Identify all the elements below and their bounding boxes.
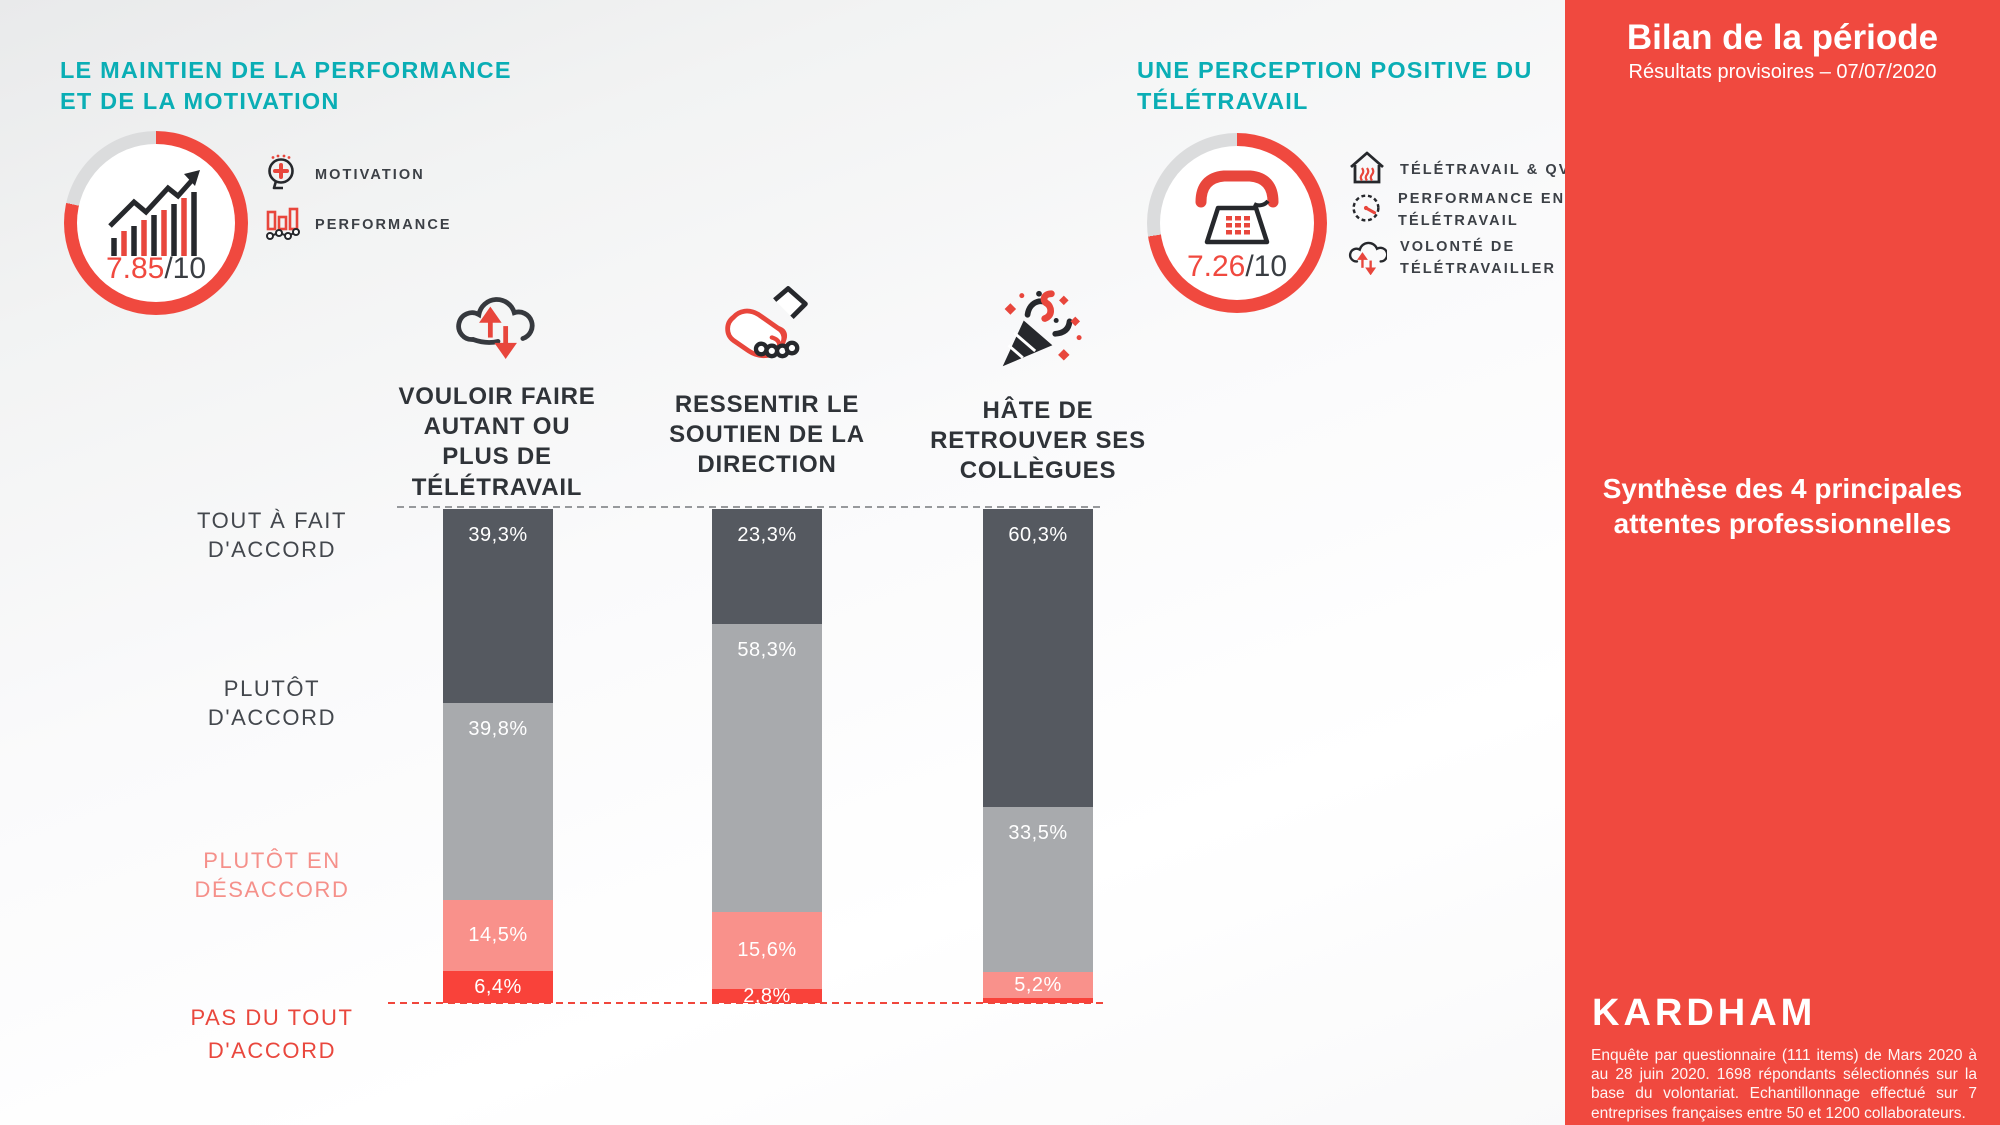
legend-performance-teletravail: PERFORMANCE EN TÉLÉTRAVAIL [1347, 189, 1565, 233]
segment-0-col-0: 39,3% [443, 509, 553, 704]
row-label-3: PAS DU TOUT D'ACCORD [190, 1005, 354, 1063]
right-title-line1: UNE PERCEPTION POSITIVE DU [1137, 57, 1533, 83]
segment-1-col-0: 39,8% [443, 703, 553, 900]
right-score-value: 7.26 [1186, 250, 1246, 283]
row-label-2: PLUTÔT EN DÉSACCORD [194, 848, 350, 903]
house-heat-icon [1347, 148, 1387, 193]
segment-1-col-1: 58,3% [712, 624, 822, 913]
rising-bar-chart-icon [100, 168, 212, 265]
value-label: 33,5% [1008, 821, 1068, 844]
sidebar-title: Bilan de la période [1626, 18, 1939, 57]
segment-0-col-2: 60,3% [983, 509, 1093, 807]
head-plus-icon [262, 153, 302, 198]
segment-3-col-2 [983, 998, 1093, 1003]
kardham-logo: KARDHAM [1592, 992, 1817, 1034]
row-label-0: TOUT À FAIT D'ACCORD [196, 508, 348, 563]
bar-column-1: 23,3% 58,3% 15,6% 2,8% [712, 509, 822, 1007]
legend-performance: PERFORMANCE [262, 203, 452, 248]
handshake-icon [719, 282, 815, 373]
legend-teletravail-qvt-label: TÉLÉTRAVAIL & QVT [1400, 161, 1582, 178]
row-label-1: PLUTÔT D'ACCORD [207, 676, 337, 731]
sidebar-synthesis: Synthèse des 4 principales attentes prof… [1602, 473, 1963, 539]
sidebar-footnote: Enquête par questionnaire (111 items) de… [1591, 1047, 1977, 1122]
gauge-inner-disc: 7.26/10 [1160, 146, 1314, 300]
party-popper-icon [995, 288, 1083, 377]
legend-performance-label: PERFORMANCE [315, 216, 452, 233]
left-score: 7.85/10 [77, 252, 235, 286]
legend-teletravail-qvt: TÉLÉTRAVAIL & QVT [1347, 148, 1582, 193]
bottom-dashed-line [388, 1002, 1106, 1004]
right-panel-title: UNE PERCEPTION POSITIVE DU TÉLÉTRAVAIL [1137, 55, 1533, 118]
legend-motivation: MOTIVATION [262, 153, 425, 198]
stacked-bar-chart: 39,3% 39,8% 14,5% 6,4% 23,3% 58,3% 15,6% 2,8% 60… [190, 508, 1093, 1063]
value-label: 15,6% [737, 939, 797, 962]
performance-motivation-gauge: 7.85/10 [64, 131, 248, 315]
left-score-value: 7.85 [105, 252, 165, 285]
sidebar: Bilan de la période Résultats provisoire… [1565, 0, 2000, 1125]
bar-column-0: 39,3% 39,8% 14,5% 6,4% [443, 509, 553, 1003]
legend-performance-teletravail-label: PERFORMANCE EN TÉLÉTRAVAIL [1398, 191, 1566, 229]
value-label: 23,3% [737, 524, 797, 546]
value-label: 39,3% [468, 524, 528, 546]
legend-motivation-label: MOTIVATION [315, 166, 425, 183]
value-label: 5,2% [1014, 973, 1062, 996]
bars-trend-dots-icon [262, 203, 302, 248]
segment-3-col-1: 2,8% [712, 985, 822, 1007]
segment-1-col-2: 33,5% [983, 806, 1093, 973]
left-title-line2: ET DE LA MOTIVATION [60, 88, 340, 115]
top-dashed-line [397, 506, 1103, 508]
bar-column-2: 60,3% 33,5% 5,2% [983, 509, 1093, 1003]
value-label: 14,5% [468, 924, 528, 947]
segment-0-col-1: 23,3% [712, 509, 822, 625]
left-score-suffix: /10 [164, 252, 207, 285]
right-score-suffix: /10 [1245, 250, 1288, 283]
legend-volonte-teletravailler-label: VOLONTÉ DE TÉLÉTRAVAILLER [1400, 239, 1557, 277]
left-title-line1: LE MAINTIEN DE LA PERFORMANCE [60, 57, 512, 83]
telephone-icon [1188, 164, 1286, 253]
segment-2-col-0: 14,5% [443, 899, 553, 972]
value-label: 60,3% [1008, 524, 1068, 546]
right-score: 7.26/10 [1160, 250, 1314, 284]
segment-2-col-2: 5,2% [983, 972, 1093, 999]
teletravail-gauge: 7.26/10 [1147, 133, 1327, 313]
speedometer-icon [1347, 189, 1385, 232]
segment-2-col-1: 15,6% [712, 912, 822, 990]
column-header-collegues: HÂTE DE RETROUVER SES COLLÈGUES [930, 397, 1146, 485]
cloud-updown-icon [452, 284, 544, 377]
value-label: 2,8% [743, 984, 791, 1007]
value-label: 39,8% [468, 718, 528, 741]
column-header-teletravail: VOULOIR FAIRE AUTANT OU PLUS DE TÉLÉTRAV… [398, 383, 596, 501]
value-label: 58,3% [737, 639, 797, 662]
column-header-soutien: RESSENTIR LE SOUTIEN DE LA DIRECTION [669, 391, 865, 479]
segment-3-col-0: 6,4% [443, 971, 553, 1003]
value-label: 6,4% [474, 975, 522, 998]
gauge-inner-disc: 7.85/10 [77, 144, 235, 302]
left-panel-title: LE MAINTIEN DE LA PERFORMANCE ET DE LA M… [60, 55, 512, 118]
right-title-line2: TÉLÉTRAVAIL [1137, 88, 1309, 115]
legend-volonte-teletravailler: VOLONTÉ DE TÉLÉTRAVAILLER [1347, 237, 1556, 281]
sidebar-subtitle: Résultats provisoires – 07/07/2020 [1628, 61, 1937, 83]
